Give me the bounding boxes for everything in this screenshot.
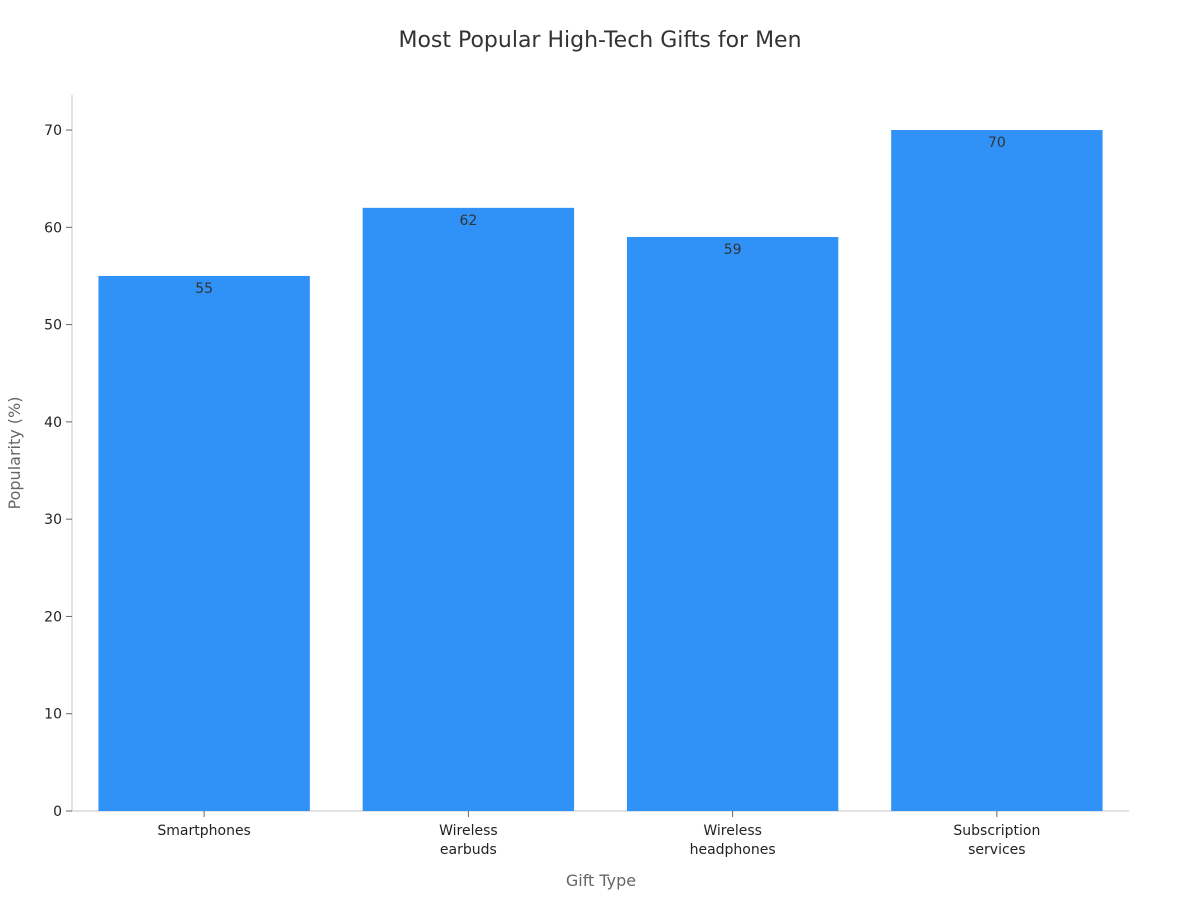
bar-data-label: 62 — [459, 213, 477, 229]
y-axis-label: Popularity (%) — [5, 397, 24, 510]
x-tick-label-line: services — [968, 842, 1025, 858]
x-tick-label-line: headphones — [690, 842, 776, 858]
bar — [98, 275, 310, 811]
x-tick-label-line: Wireless — [703, 823, 762, 839]
bar-data-label: 55 — [195, 281, 213, 297]
y-tick-label: 50 — [44, 318, 62, 334]
x-tick-label-line: earbuds — [440, 842, 497, 858]
x-tick-label-line: Wireless — [439, 823, 498, 839]
bar-data-label: 59 — [724, 242, 742, 258]
x-axis-label: Gift Type — [566, 871, 636, 890]
x-tick-label: Wireless earbuds — [439, 823, 498, 858]
bar — [362, 207, 575, 811]
bar — [626, 237, 839, 812]
bar — [891, 130, 1103, 812]
y-tick-label: 10 — [44, 707, 62, 723]
y-tick-label: 70 — [44, 123, 62, 139]
chart-title: Most Popular High-Tech Gifts for Men — [398, 28, 801, 53]
y-tick-label: 20 — [44, 609, 62, 625]
bar-data-label: 70 — [988, 135, 1006, 151]
x-tick-label: Wireless headphones — [690, 823, 776, 858]
y-tick-label: 30 — [44, 512, 62, 528]
x-tick-label-line: Smartphones — [157, 823, 250, 839]
x-tick-label-line: Subscription — [953, 823, 1040, 839]
y-tick-label: 40 — [44, 415, 62, 431]
x-tick-label: Subscription services — [953, 823, 1040, 858]
plot-area: 0 10 20 30 40 50 60 70 55 Smartphones 62 Wireless ea… — [44, 95, 1129, 858]
y-tick-label: 0 — [53, 804, 62, 820]
x-tick-label: Smartphones — [157, 823, 250, 839]
y-tick-label: 60 — [44, 220, 62, 236]
